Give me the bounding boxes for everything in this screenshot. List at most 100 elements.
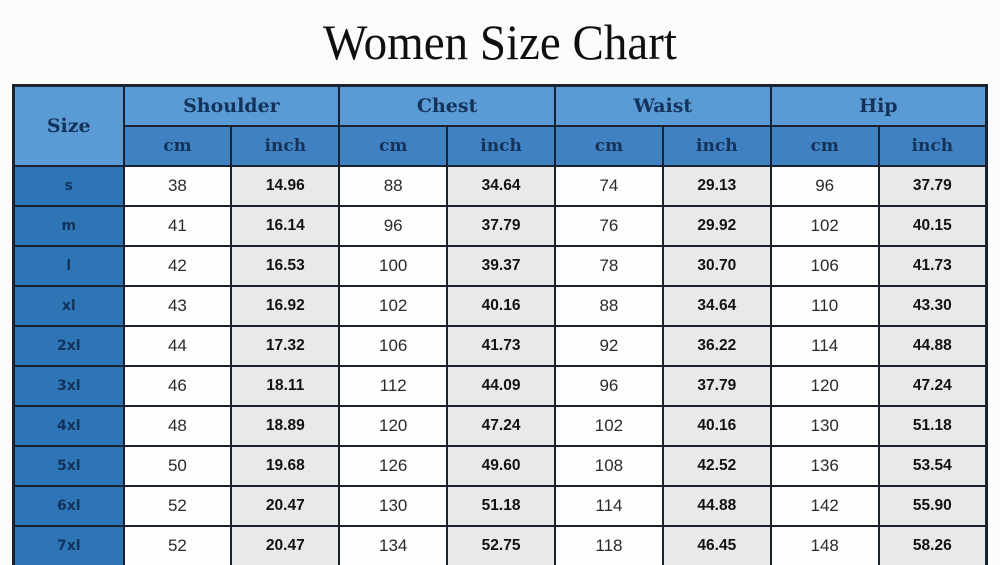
chest-cm-value: 106: [338, 325, 449, 367]
size-label: 4xl: [12, 405, 125, 447]
waist-inch-value: 29.92: [661, 205, 772, 247]
shoulder-inch-header: inch: [230, 125, 341, 167]
unit-header-row: cm inch cm inch cm inch cm inch: [14, 125, 988, 167]
chest-cm-value: 126: [338, 445, 449, 487]
waist-inch-value: 46.45: [661, 525, 772, 565]
shoulder-cm-value: 52: [122, 485, 233, 527]
size-label: l: [12, 245, 125, 287]
table-row-2xl: 2xl 44 17.32 106 41.73 92 36.22 114 44.8…: [12, 325, 988, 367]
hip-cm-value: 148: [769, 525, 880, 565]
chest-inch-value: 47.24: [446, 405, 556, 447]
size-label: 5xl: [12, 445, 125, 487]
shoulder-inch-value: 16.92: [230, 285, 341, 327]
waist-cm-value: 108: [554, 445, 664, 487]
shoulder-inch-value: 18.89: [230, 405, 341, 447]
size-label: 3xl: [12, 365, 125, 407]
table-row-s: s 38 14.96 88 34.64 74 29.13 96 37.79: [12, 165, 988, 207]
waist-cm-value: 92: [554, 325, 664, 367]
hip-inch-value: 51.18: [877, 405, 988, 447]
hip-inch-value: 55.90: [877, 485, 988, 527]
chest-cm-value: 88: [338, 165, 449, 207]
hip-cm-value: 120: [769, 365, 880, 407]
chest-inch-value: 39.37: [446, 245, 556, 287]
shoulder-cm-value: 46: [122, 365, 233, 407]
shoulder-inch-value: 14.96: [230, 165, 341, 207]
shoulder-inch-value: 18.11: [230, 365, 341, 407]
chest-cm-value: 96: [338, 205, 449, 247]
hip-cm-value: 106: [769, 245, 880, 287]
chest-inch-value: 41.73: [446, 325, 556, 367]
chest-cm-value: 100: [338, 245, 449, 287]
chest-inch-value: 34.64: [446, 165, 556, 207]
waist-inch-value: 36.22: [661, 325, 772, 367]
table-row-l: l 42 16.53 100 39.37 78 30.70 106 41.73: [12, 245, 988, 287]
waist-inch-value: 42.52: [661, 445, 772, 487]
waist-inch-value: 29.13: [661, 165, 772, 207]
hip-cm-header: cm: [769, 125, 880, 167]
chest-cm-value: 102: [338, 285, 449, 327]
waist-cm-value: 78: [554, 245, 664, 287]
waist-inch-value: 44.88: [661, 485, 772, 527]
table-row-m: m 41 16.14 96 37.79 76 29.92 102 40.15: [12, 205, 988, 247]
hip-inch-value: 58.26: [877, 525, 988, 565]
chest-inch-header: inch: [446, 125, 556, 167]
waist-group-header: Waist: [554, 84, 772, 127]
shoulder-cm-value: 50: [122, 445, 233, 487]
shoulder-group-header: Shoulder: [122, 84, 341, 127]
hip-cm-value: 136: [769, 445, 880, 487]
shoulder-inch-value: 20.47: [230, 485, 341, 527]
shoulder-cm-value: 38: [122, 165, 233, 207]
waist-cm-value: 114: [554, 485, 664, 527]
waist-inch-value: 34.64: [661, 285, 772, 327]
size-label: s: [12, 165, 125, 207]
table-header: Size Shoulder Chest Waist Hip cm inch cm…: [12, 84, 988, 167]
hip-cm-value: 114: [769, 325, 880, 367]
chest-cm-value: 134: [338, 525, 449, 565]
chest-cm-value: 112: [338, 365, 449, 407]
table-row-4xl: 4xl 48 18.89 120 47.24 102 40.16 130 51.…: [12, 405, 988, 447]
women-size-chart-table: Size Shoulder Chest Waist Hip cm inch cm…: [12, 84, 988, 565]
size-label: 2xl: [12, 325, 125, 367]
shoulder-cm-header: cm: [122, 125, 233, 167]
waist-inch-value: 40.16: [661, 405, 772, 447]
hip-inch-value: 53.54: [877, 445, 988, 487]
chest-cm-value: 130: [338, 485, 449, 527]
chest-cm-header: cm: [338, 125, 449, 167]
shoulder-inch-value: 16.53: [230, 245, 341, 287]
hip-cm-value: 102: [769, 205, 880, 247]
table-row-5xl: 5xl 50 19.68 126 49.60 108 42.52 136 53.…: [12, 445, 988, 487]
hip-cm-value: 96: [769, 165, 880, 207]
hip-cm-value: 130: [769, 405, 880, 447]
hip-cm-value: 110: [769, 285, 880, 327]
shoulder-cm-value: 52: [122, 525, 233, 565]
shoulder-cm-value: 44: [122, 325, 233, 367]
waist-inch-value: 30.70: [661, 245, 772, 287]
hip-group-header: Hip: [769, 84, 988, 127]
shoulder-cm-value: 43: [122, 285, 233, 327]
shoulder-cm-value: 41: [122, 205, 233, 247]
waist-inch-header: inch: [661, 125, 772, 167]
size-label: m: [12, 205, 125, 247]
waist-cm-value: 102: [554, 405, 664, 447]
hip-inch-value: 41.73: [877, 245, 988, 287]
waist-cm-value: 96: [554, 365, 664, 407]
hip-inch-value: 44.88: [877, 325, 988, 367]
hip-inch-value: 37.79: [877, 165, 988, 207]
chest-group-header: Chest: [338, 84, 556, 127]
shoulder-inch-value: 19.68: [230, 445, 341, 487]
waist-cm-value: 74: [554, 165, 664, 207]
table-row-6xl: 6xl 52 20.47 130 51.18 114 44.88 142 55.…: [12, 485, 988, 527]
waist-inch-value: 37.79: [661, 365, 772, 407]
hip-cm-value: 142: [769, 485, 880, 527]
waist-cm-header: cm: [554, 125, 664, 167]
chest-cm-value: 120: [338, 405, 449, 447]
group-header-row: Size Shoulder Chest Waist Hip: [12, 84, 988, 167]
table-row-3xl: 3xl 46 18.11 112 44.09 96 37.79 120 47.2…: [12, 365, 988, 407]
waist-cm-value: 76: [554, 205, 664, 247]
hip-inch-value: 40.15: [877, 205, 988, 247]
shoulder-cm-value: 48: [122, 405, 233, 447]
chest-inch-value: 52.75: [446, 525, 556, 565]
waist-cm-value: 88: [554, 285, 664, 327]
waist-cm-value: 118: [554, 525, 664, 565]
shoulder-cm-value: 42: [122, 245, 233, 287]
